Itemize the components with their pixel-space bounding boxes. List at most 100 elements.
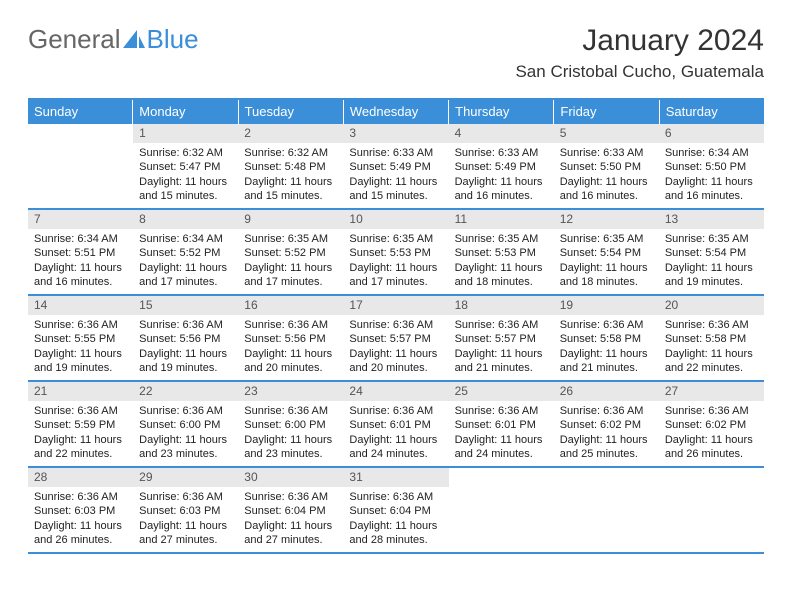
dow-monday: Monday: [133, 100, 238, 124]
day-number: 14: [28, 296, 133, 315]
sunrise-text: Sunrise: 6:36 AM: [349, 490, 444, 504]
calendar-day: 14Sunrise: 6:36 AMSunset: 5:55 PMDayligh…: [28, 296, 133, 380]
calendar-body: 1Sunrise: 6:32 AMSunset: 5:47 PMDaylight…: [28, 124, 764, 554]
logo-text-blue: Blue: [147, 24, 199, 55]
calendar-day: 28Sunrise: 6:36 AMSunset: 6:03 PMDayligh…: [28, 468, 133, 552]
sunset-text: Sunset: 5:49 PM: [455, 160, 550, 174]
heading: January 2024 San Cristobal Cucho, Guatem…: [515, 24, 764, 82]
day-number: 12: [554, 210, 659, 229]
sunset-text: Sunset: 6:04 PM: [349, 504, 444, 518]
daylight-text: Daylight: 11 hours and 16 minutes.: [560, 175, 655, 203]
calendar-day: 27Sunrise: 6:36 AMSunset: 6:02 PMDayligh…: [659, 382, 764, 466]
daylight-text: Daylight: 11 hours and 15 minutes.: [139, 175, 234, 203]
day-number: 9: [238, 210, 343, 229]
calendar-day: 2Sunrise: 6:32 AMSunset: 5:48 PMDaylight…: [238, 124, 343, 208]
daylight-text: Daylight: 11 hours and 20 minutes.: [349, 347, 444, 375]
daylight-text: Daylight: 11 hours and 22 minutes.: [665, 347, 760, 375]
day-number: 17: [343, 296, 448, 315]
sunset-text: Sunset: 5:53 PM: [349, 246, 444, 260]
sunset-text: Sunset: 5:58 PM: [665, 332, 760, 346]
day-number: 6: [659, 124, 764, 143]
calendar-day: 29Sunrise: 6:36 AMSunset: 6:03 PMDayligh…: [133, 468, 238, 552]
calendar-day: 24Sunrise: 6:36 AMSunset: 6:01 PMDayligh…: [343, 382, 448, 466]
sunrise-text: Sunrise: 6:36 AM: [34, 318, 129, 332]
daylight-text: Daylight: 11 hours and 25 minutes.: [560, 433, 655, 461]
day-number: 23: [238, 382, 343, 401]
sunset-text: Sunset: 5:50 PM: [560, 160, 655, 174]
sunset-text: Sunset: 6:01 PM: [455, 418, 550, 432]
calendar-week: 14Sunrise: 6:36 AMSunset: 5:55 PMDayligh…: [28, 296, 764, 382]
sunrise-text: Sunrise: 6:35 AM: [560, 232, 655, 246]
dow-tuesday: Tuesday: [239, 100, 344, 124]
daylight-text: Daylight: 11 hours and 17 minutes.: [244, 261, 339, 289]
calendar-day: 4Sunrise: 6:33 AMSunset: 5:49 PMDaylight…: [449, 124, 554, 208]
sunrise-text: Sunrise: 6:36 AM: [34, 404, 129, 418]
daylight-text: Daylight: 11 hours and 27 minutes.: [244, 519, 339, 547]
sunset-text: Sunset: 5:55 PM: [34, 332, 129, 346]
day-number: 21: [28, 382, 133, 401]
day-number: 3: [343, 124, 448, 143]
calendar-day: 5Sunrise: 6:33 AMSunset: 5:50 PMDaylight…: [554, 124, 659, 208]
day-number: 18: [449, 296, 554, 315]
daylight-text: Daylight: 11 hours and 15 minutes.: [244, 175, 339, 203]
sunrise-text: Sunrise: 6:34 AM: [34, 232, 129, 246]
sunset-text: Sunset: 6:01 PM: [349, 418, 444, 432]
day-number: 24: [343, 382, 448, 401]
calendar-day: 7Sunrise: 6:34 AMSunset: 5:51 PMDaylight…: [28, 210, 133, 294]
sunrise-text: Sunrise: 6:36 AM: [139, 490, 234, 504]
daylight-text: Daylight: 11 hours and 21 minutes.: [455, 347, 550, 375]
sunrise-text: Sunrise: 6:36 AM: [139, 404, 234, 418]
sunrise-text: Sunrise: 6:32 AM: [244, 146, 339, 160]
sunset-text: Sunset: 5:57 PM: [349, 332, 444, 346]
calendar-day: 23Sunrise: 6:36 AMSunset: 6:00 PMDayligh…: [238, 382, 343, 466]
sunrise-text: Sunrise: 6:36 AM: [244, 404, 339, 418]
sunset-text: Sunset: 5:54 PM: [560, 246, 655, 260]
day-number: 26: [554, 382, 659, 401]
day-number: 31: [343, 468, 448, 487]
sunset-text: Sunset: 5:52 PM: [139, 246, 234, 260]
day-number: 11: [449, 210, 554, 229]
sunrise-text: Sunrise: 6:32 AM: [139, 146, 234, 160]
calendar-day: 31 Sunrise: 6:36 AMSunset: 6:04 PMDayligh…: [343, 468, 448, 552]
day-number: 10: [343, 210, 448, 229]
day-number: 19: [554, 296, 659, 315]
sunset-text: Sunset: 5:56 PM: [244, 332, 339, 346]
sunset-text: Sunset: 5:58 PM: [560, 332, 655, 346]
dow-wednesday: Wednesday: [344, 100, 449, 124]
daylight-text: Daylight: 11 hours and 23 minutes.: [139, 433, 234, 461]
sunrise-text: Sunrise: 6:36 AM: [244, 318, 339, 332]
sunset-text: Sunset: 5:47 PM: [139, 160, 234, 174]
daylight-text: Daylight: 11 hours and 23 minutes.: [244, 433, 339, 461]
daylight-text: Daylight: 11 hours and 24 minutes.: [455, 433, 550, 461]
day-number: 5: [554, 124, 659, 143]
calendar-day: 17Sunrise: 6:36 AMSunset: 5:57 PMDayligh…: [343, 296, 448, 380]
calendar: Sunday Monday Tuesday Wednesday Thursday…: [28, 98, 764, 554]
sunrise-text: Sunrise: 6:36 AM: [349, 404, 444, 418]
daylight-text: Daylight: 11 hours and 27 minutes.: [139, 519, 234, 547]
daylight-text: Daylight: 11 hours and 19 minutes.: [139, 347, 234, 375]
dow-saturday: Saturday: [660, 100, 764, 124]
location-subtitle: San Cristobal Cucho, Guatemala: [515, 62, 764, 82]
sunset-text: Sunset: 6:03 PM: [139, 504, 234, 518]
logo: General Blue: [28, 24, 199, 55]
calendar-day: [28, 124, 133, 208]
sunrise-text: Sunrise: 6:34 AM: [139, 232, 234, 246]
sunset-text: Sunset: 6:03 PM: [34, 504, 129, 518]
calendar-day: 16Sunrise: 6:36 AMSunset: 5:56 PMDayligh…: [238, 296, 343, 380]
daylight-text: Daylight: 11 hours and 15 minutes.: [349, 175, 444, 203]
calendar-day: 18Sunrise: 6:36 AMSunset: 5:57 PMDayligh…: [449, 296, 554, 380]
daylight-text: Daylight: 11 hours and 22 minutes.: [34, 433, 129, 461]
calendar-day: 11Sunrise: 6:35 AMSunset: 5:53 PMDayligh…: [449, 210, 554, 294]
sunrise-text: Sunrise: 6:35 AM: [349, 232, 444, 246]
sunset-text: Sunset: 5:50 PM: [665, 160, 760, 174]
sunrise-text: Sunrise: 6:36 AM: [455, 318, 550, 332]
daylight-text: Daylight: 11 hours and 28 minutes.: [349, 519, 444, 547]
calendar-day: 6Sunrise: 6:34 AMSunset: 5:50 PMDaylight…: [659, 124, 764, 208]
daylight-text: Daylight: 11 hours and 19 minutes.: [665, 261, 760, 289]
calendar-day: 25Sunrise: 6:36 AMSunset: 6:01 PMDayligh…: [449, 382, 554, 466]
sunrise-text: Sunrise: 6:35 AM: [455, 232, 550, 246]
day-number: 28: [28, 468, 133, 487]
page-title: January 2024: [515, 24, 764, 58]
day-number: 25: [449, 382, 554, 401]
daylight-text: Daylight: 11 hours and 20 minutes.: [244, 347, 339, 375]
